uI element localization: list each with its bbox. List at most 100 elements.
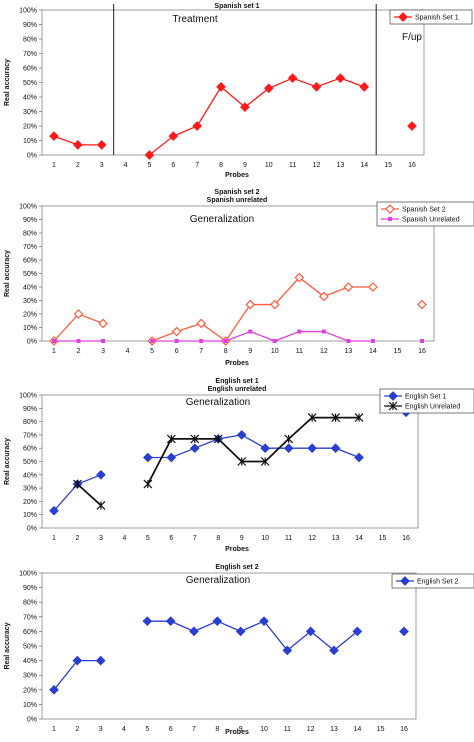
data-point	[259, 616, 269, 627]
data-point	[297, 329, 302, 334]
data-point	[319, 291, 329, 302]
x-tick-label: 3	[99, 535, 103, 542]
y-tick-label: 50%	[23, 80, 37, 87]
data-point	[72, 655, 83, 666]
y-tick-label: 40%	[23, 472, 37, 479]
data-point	[352, 626, 363, 637]
series-english-set-2	[49, 616, 409, 695]
legend-swatch-marker	[398, 12, 408, 22]
data-point	[166, 452, 177, 463]
data-point	[248, 329, 253, 334]
phase-annotation: Generalization	[186, 575, 250, 586]
legend-entry: English Unrelated	[405, 404, 460, 411]
data-point	[165, 616, 176, 627]
y-tick-label: 70%	[23, 244, 37, 251]
data-point	[307, 443, 317, 454]
y-tick-label: 0%	[27, 153, 37, 160]
x-tick-label: 1	[52, 162, 56, 169]
data-point	[52, 339, 56, 343]
data-point	[407, 121, 417, 131]
y-tick-label: 40%	[23, 285, 37, 292]
x-tick-label: 8	[216, 535, 220, 542]
x-tick-label: 16	[402, 535, 410, 542]
y-tick-label: 20%	[23, 687, 37, 694]
y-axis-label: Real accuracy	[4, 250, 11, 297]
data-point	[143, 452, 153, 463]
legend-box	[376, 201, 474, 227]
x-tick-label: 15	[384, 162, 392, 169]
legend-entry: English Set 2	[417, 579, 458, 586]
y-tick-label: 80%	[23, 419, 37, 426]
y-tick-label: 10%	[23, 138, 37, 145]
data-point	[143, 479, 153, 489]
x-tick-label: 6	[175, 348, 179, 355]
x-tick-label: 7	[195, 162, 199, 169]
y-tick-label: 100%	[19, 8, 37, 15]
y-tick-label: 30%	[23, 486, 37, 493]
y-tick-label: 90%	[23, 585, 37, 592]
data-point	[236, 430, 247, 440]
x-tick-label: 9	[248, 348, 252, 355]
data-point	[260, 457, 270, 466]
chart-panel-spanish-set-1: Spanish set 1 0% 10% 20% 30% 40% 50% 60% 70% 80% 9…	[0, 0, 474, 184]
x-tick-label: 16	[400, 726, 408, 733]
data-point	[368, 282, 378, 292]
data-point	[399, 626, 409, 637]
y-tick-label: 100%	[19, 204, 37, 211]
chart-english-set-2: English set 2 0% 10% 20% 30% 40% 50% 60% 70% 80% 9…	[4, 564, 474, 736]
x-tick-label: 2	[75, 726, 79, 733]
y-tick-label: 100%	[19, 393, 37, 400]
y-tick-label: 90%	[23, 217, 37, 224]
x-tick-label: 2	[76, 535, 80, 542]
data-point	[168, 131, 179, 141]
y-tick-label: 70%	[23, 614, 37, 621]
x-tick-label: 10	[271, 348, 279, 355]
x-tick-label: 10	[260, 726, 268, 733]
data-point	[49, 505, 59, 516]
y-tick-label: 50%	[23, 644, 37, 651]
chart-title: Spanish set 1	[214, 3, 259, 10]
data-point	[283, 443, 294, 454]
x-tick-label: 12	[307, 726, 315, 733]
x-tick-label: 8	[219, 162, 223, 169]
x-tick-label: 11	[285, 535, 292, 542]
data-point	[144, 150, 155, 160]
x-tick-label: 14	[369, 348, 377, 355]
plot-frame	[41, 9, 425, 156]
data-point	[199, 339, 204, 343]
y-axis: 0% 10% 20% 30% 40% 50% 60% 70% 80% 90% 100%	[19, 204, 42, 346]
legend-swatch-marker	[388, 391, 398, 401]
phase-annotation: Generalization	[190, 214, 254, 225]
chart-title: English set 1	[215, 378, 258, 385]
data-point	[354, 413, 364, 423]
legend-entry: Spanish Set 1	[415, 15, 459, 22]
y-tick-label: 60%	[23, 446, 37, 453]
legend-entry: Spanish Unrelated	[402, 217, 460, 224]
data-point	[212, 616, 223, 627]
data-point	[96, 140, 107, 150]
data-point	[189, 443, 200, 454]
y-tick-label: 60%	[23, 66, 37, 73]
x-tick-label: 7	[192, 726, 196, 733]
x-tick-label: 13	[345, 348, 353, 355]
series-spanish-set-2	[49, 272, 427, 346]
data-point	[49, 684, 59, 695]
x-tick-label: 2	[76, 162, 80, 169]
chart-panel-english-set-1: English set 1 English unrelated 0% 10% 20% 30…	[0, 370, 474, 556]
data-point	[245, 299, 256, 310]
x-tick-label: 13	[332, 535, 340, 542]
chart-subtitle: English unrelated	[208, 386, 267, 393]
chart-title: English set 2	[215, 564, 258, 571]
y-tick-label: 20%	[23, 124, 37, 131]
data-point	[237, 457, 247, 466]
data-point	[240, 102, 250, 112]
x-tick-label: 11	[289, 162, 296, 169]
x-axis: 1 2 3 4 5 6 7 8 9 10 11 12 13 14 15 16	[52, 535, 410, 542]
x-axis: 1 2 3 4 5 6 7 8 9 10 11 12 13 14 15 16	[52, 726, 408, 733]
data-point	[370, 339, 375, 343]
series-line	[147, 620, 358, 652]
legend-swatch-marker	[385, 204, 395, 214]
series-spanish-set-1	[49, 73, 417, 160]
x-tick-label: 5	[146, 535, 150, 542]
